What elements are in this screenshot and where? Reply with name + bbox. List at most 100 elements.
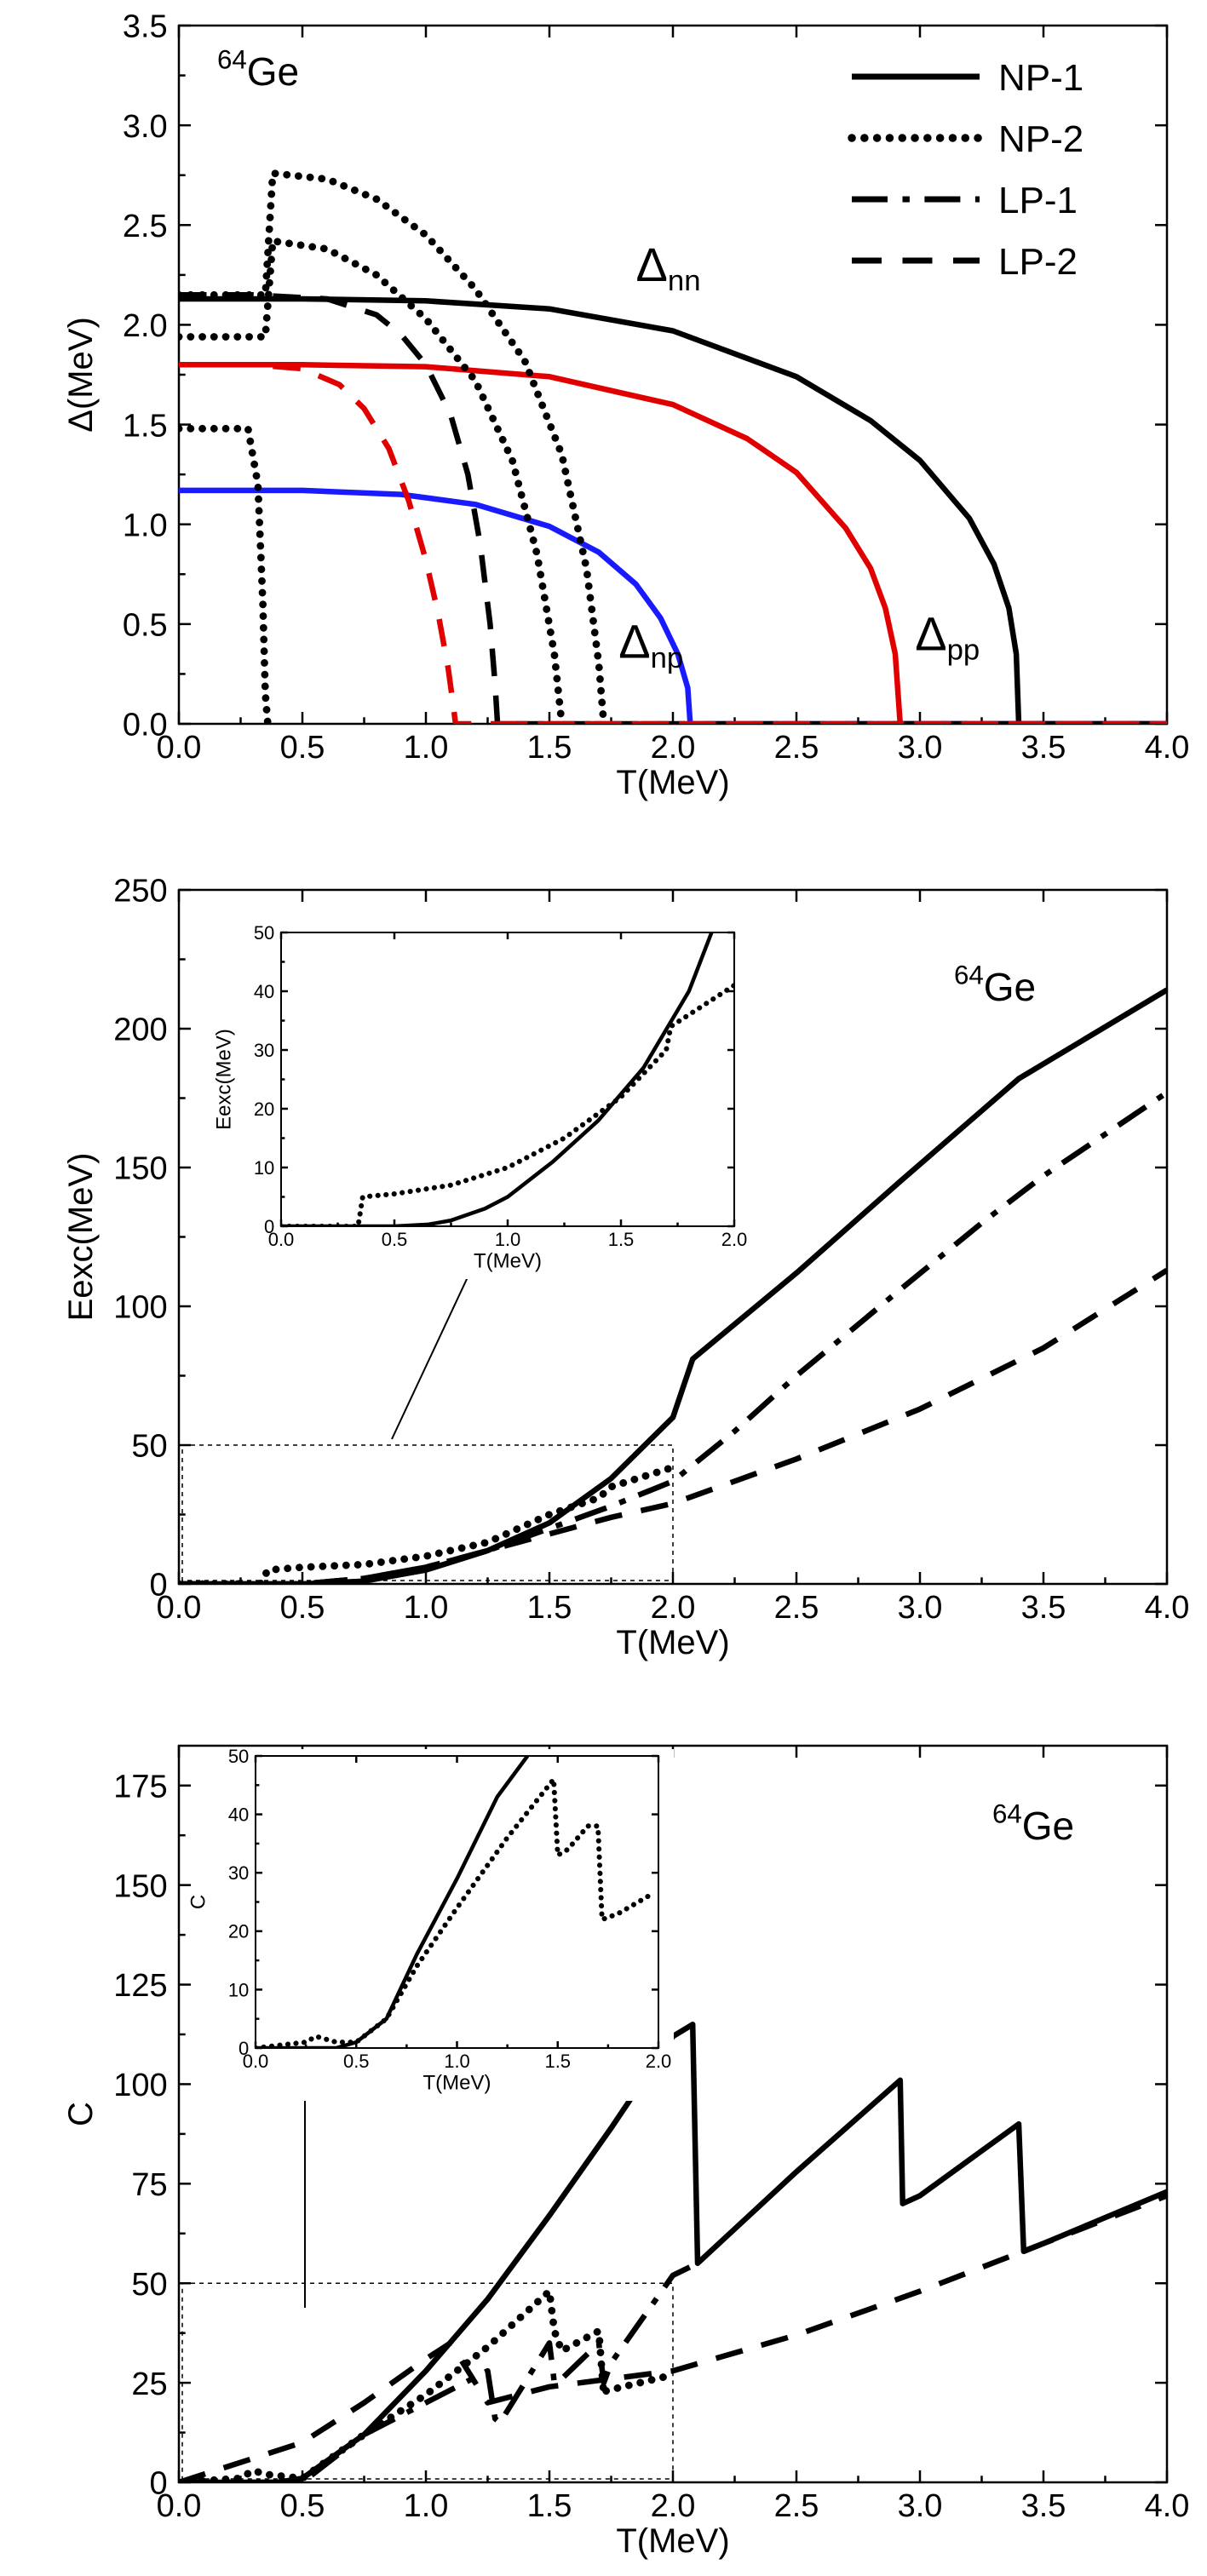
panel-2-x-tick-label: 3.0 (898, 1590, 943, 1626)
nucleus-label: 64Ge (217, 45, 299, 94)
gap-annotation-np: Δnp (618, 615, 683, 674)
panel-1-x-tick-label: 3.0 (898, 730, 943, 766)
inset-3-x-tick-label: 2.0 (646, 2051, 672, 2072)
inset-2-series-line-2 (281, 983, 734, 1226)
gap-symbol: Δ (618, 615, 650, 668)
gap-subscript: nn (668, 265, 701, 297)
panel-2-y-axis-label: Eexc(MeV) (62, 1153, 100, 1322)
panel-1-x-tick-label: 1.5 (527, 730, 572, 766)
panel-3-x-tick-label: 1.0 (404, 2488, 449, 2524)
nucleus-label: 64Ge (954, 961, 1036, 1009)
panel-1-x-tick-label: 4.0 (1145, 730, 1190, 766)
panel-3-x-tick-label: 2.5 (774, 2488, 819, 2524)
panel-2-x-tick-label: 4.0 (1145, 1590, 1190, 1626)
panel-3-y-tick-label: 75 (131, 2167, 167, 2203)
inset-2-x-tick-label: 1.5 (608, 1229, 635, 1250)
panel-3-x-tick-label: 2.0 (651, 2488, 696, 2524)
panel-3-y-tick-label: 125 (113, 1968, 167, 2004)
nucleus-symbol: Ge (984, 965, 1036, 1009)
inset-panel-2: 0.0 0.5 1.0 1.5 2.0 0 10 20 30 40 50 T(MeV) Eexc(MeV… (213, 922, 750, 1279)
nucleus-symbol: Ge (1022, 1804, 1074, 1848)
panel-2-y-tick-label: 200 (113, 1013, 167, 1048)
inset-3-y-axis-label: C (187, 1895, 210, 1909)
panel-3-y-tick-label: 0 (150, 2466, 168, 2502)
panel-3-y-tick-label: 25 (131, 2367, 167, 2402)
inset-3-y-tick-label: 40 (228, 1804, 249, 1826)
panel-1-series-line-4 (179, 292, 1167, 724)
inset-3-y-tick-label: 30 (228, 1862, 249, 1884)
panel-3-x-tick-label: 3.5 (1021, 2488, 1066, 2524)
inset-3-y-tick-label: 10 (228, 1979, 249, 2000)
panel-1-x-tick-label: 0.5 (280, 730, 325, 766)
inset-2-y-tick-label: 20 (254, 1099, 274, 1120)
panel-2-x-tick-label: 0.0 (157, 1590, 202, 1626)
panel-3-y-tick-label: 175 (113, 1769, 167, 1804)
panel-3: 0.0 0.5 1.0 1.5 2.0 2.5 3.0 3.5 4.00255075100125… (62, 1744, 1190, 2560)
legend-label: LP-2 (998, 241, 1078, 283)
panel-1-y-tick-label: 2.5 (123, 209, 168, 244)
legend-label: LP-1 (998, 180, 1078, 221)
inset-2-y-axis-label: Eexc(MeV) (213, 1029, 236, 1130)
panel-2-series-line-2 (179, 1463, 677, 1584)
panel-1-x-tick-label: 2.0 (651, 730, 696, 766)
nucleus-label: 64Ge (992, 1799, 1074, 1848)
inset-3-plot-frame (255, 1755, 659, 2049)
gap-symbol: Δ (915, 606, 946, 660)
nucleus-mass-number: 64 (992, 1799, 1022, 1829)
inset-2-y-tick-label: 50 (254, 922, 274, 944)
panel-3-x-axis-label: T(MeV) (616, 2522, 729, 2560)
panel-2-y-tick-label: 0 (150, 1568, 168, 1604)
zoom-region-box (181, 1444, 674, 1581)
inset-panel-3: 0.0 0.5 1.0 1.5 2.0 0 10 20 30 40 50 T(MeV) C (187, 1746, 674, 2101)
gap-annotation-nn: Δnn (636, 238, 701, 297)
inset-3-x-tick-label: 0.5 (343, 2051, 370, 2072)
panel-3-series-line-3 (179, 2260, 699, 2482)
panel-2: 0.0 0.5 1.0 1.5 2.0 2.5 3.0 3.5 4.00501001502002… (62, 874, 1189, 1661)
panel-2-x-tick-label: 1.5 (527, 1590, 572, 1626)
panel-1-x-axis-label: T(MeV) (616, 764, 729, 801)
gap-subscript: pp (947, 634, 980, 667)
nucleus-symbol: Ge (247, 49, 299, 94)
inset-3-x-tick-label: 1.0 (444, 2051, 470, 2072)
panel-3-x-tick-label: 0.0 (157, 2488, 202, 2524)
gap-annotation-pp: Δpp (915, 606, 980, 666)
panel-1-plot-frame (177, 24, 1169, 726)
inset-3-series-line-1 (256, 1756, 530, 2048)
inset-2-y-tick-label: 30 (254, 1040, 274, 1061)
inset-2-y-tick-label: 10 (254, 1157, 274, 1179)
zoom-region-box (181, 2282, 674, 2480)
panel-1: 0.0 0.5 1.0 1.5 2.0 2.5 3.0 3.5 4.0 0.0 0.5 1.0 1.5 2… (62, 9, 1189, 801)
panel-2-x-tick-label: 2.5 (774, 1590, 819, 1626)
panel-2-y-tick-label: 250 (113, 874, 167, 909)
panel-2-x-tick-label: 3.5 (1021, 1590, 1066, 1626)
panel-1-y-tick-label: 0.5 (123, 608, 168, 644)
panel-1-x-tick-label: 1.0 (404, 730, 449, 766)
nucleus-mass-number: 64 (954, 961, 984, 990)
gap-subscript: np (651, 642, 684, 674)
inset-2-x-tick-label: 2.0 (721, 1229, 748, 1250)
panel-3-series-line-4 (179, 2193, 1167, 2482)
panel-1-x-tick-label: 2.5 (774, 730, 819, 766)
panel-1-series-line-6 (179, 424, 272, 724)
inset-2-x-tick-label: 0.0 (268, 1229, 295, 1250)
panel-3-x-tick-label: 4.0 (1145, 2488, 1190, 2524)
panel-2-x-tick-label: 2.0 (651, 1590, 696, 1626)
panel-2-x-tick-label: 0.5 (280, 1590, 325, 1626)
panel-1-y-tick-label: 2.0 (123, 308, 168, 344)
inset-2-y-tick-label: 0 (264, 1216, 274, 1237)
panel-1-x-tick-label: 0.0 (157, 730, 202, 766)
legend-label: NP-1 (998, 57, 1083, 99)
panel-1-y-tick-label: 3.5 (123, 9, 168, 45)
gap-symbol: Δ (636, 238, 668, 291)
inset-3-series-line-2 (256, 1776, 652, 2048)
inset-3-y-tick-label: 20 (228, 1921, 249, 1942)
panel-3-x-tick-label: 0.5 (280, 2488, 325, 2524)
inset-3-x-axis-label: T(MeV) (423, 2071, 491, 2094)
panel-3-y-axis-label: C (62, 2102, 100, 2126)
panel-1-series-line-1 (179, 295, 1167, 724)
panel-2-y-tick-label: 150 (113, 1151, 167, 1187)
legend: NP-1 NP-2 LP-1 LP-2 (848, 57, 1083, 283)
panel-1-series-line-5 (179, 362, 1167, 724)
panel-3-x-tick-label: 1.5 (527, 2488, 572, 2524)
panel-1-y-axis-label: Δ(MeV) (62, 317, 100, 433)
